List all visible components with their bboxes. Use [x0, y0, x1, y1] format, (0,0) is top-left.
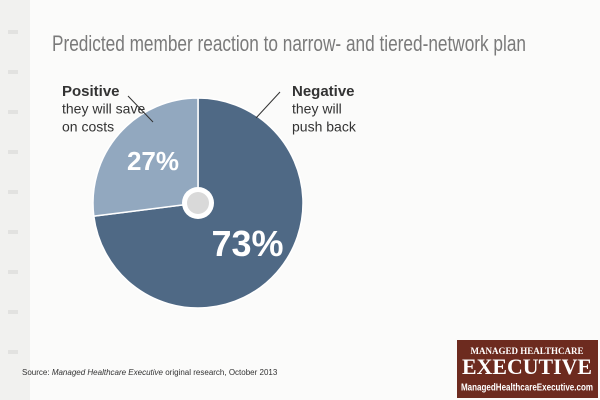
paper-edge [0, 0, 30, 400]
logo-box [457, 340, 598, 398]
source-publication: Managed Healthcare Executive [52, 368, 164, 377]
slice-description: they will save [62, 101, 145, 117]
binder-holes [8, 30, 18, 354]
logo-top: Managed Healthcare [471, 346, 584, 356]
center-dot [187, 192, 209, 214]
logo-main: Executive [462, 354, 592, 379]
logo-url: ManagedHealthcareExecutive.com [461, 383, 593, 394]
slice-description: on costs [62, 119, 114, 135]
pie: 73% 27% [92, 97, 304, 309]
leader-line [127, 95, 154, 123]
slice-description: push back [292, 119, 357, 135]
value-label: 73% [211, 223, 283, 264]
source-label: Source: [22, 368, 50, 377]
slice-name: Negative [292, 83, 355, 100]
source: Source: Managed Healthcare Executive ori… [22, 368, 278, 377]
source-detail: original research, October 2013 [165, 368, 278, 377]
slice-description: they will [292, 101, 342, 117]
value-label: 27% [127, 146, 179, 176]
leader-line [255, 91, 281, 119]
pie-slice [92, 97, 199, 217]
slice-name: Positive [62, 83, 120, 100]
chart-title: Predicted member reaction to narrow- and… [52, 31, 526, 56]
